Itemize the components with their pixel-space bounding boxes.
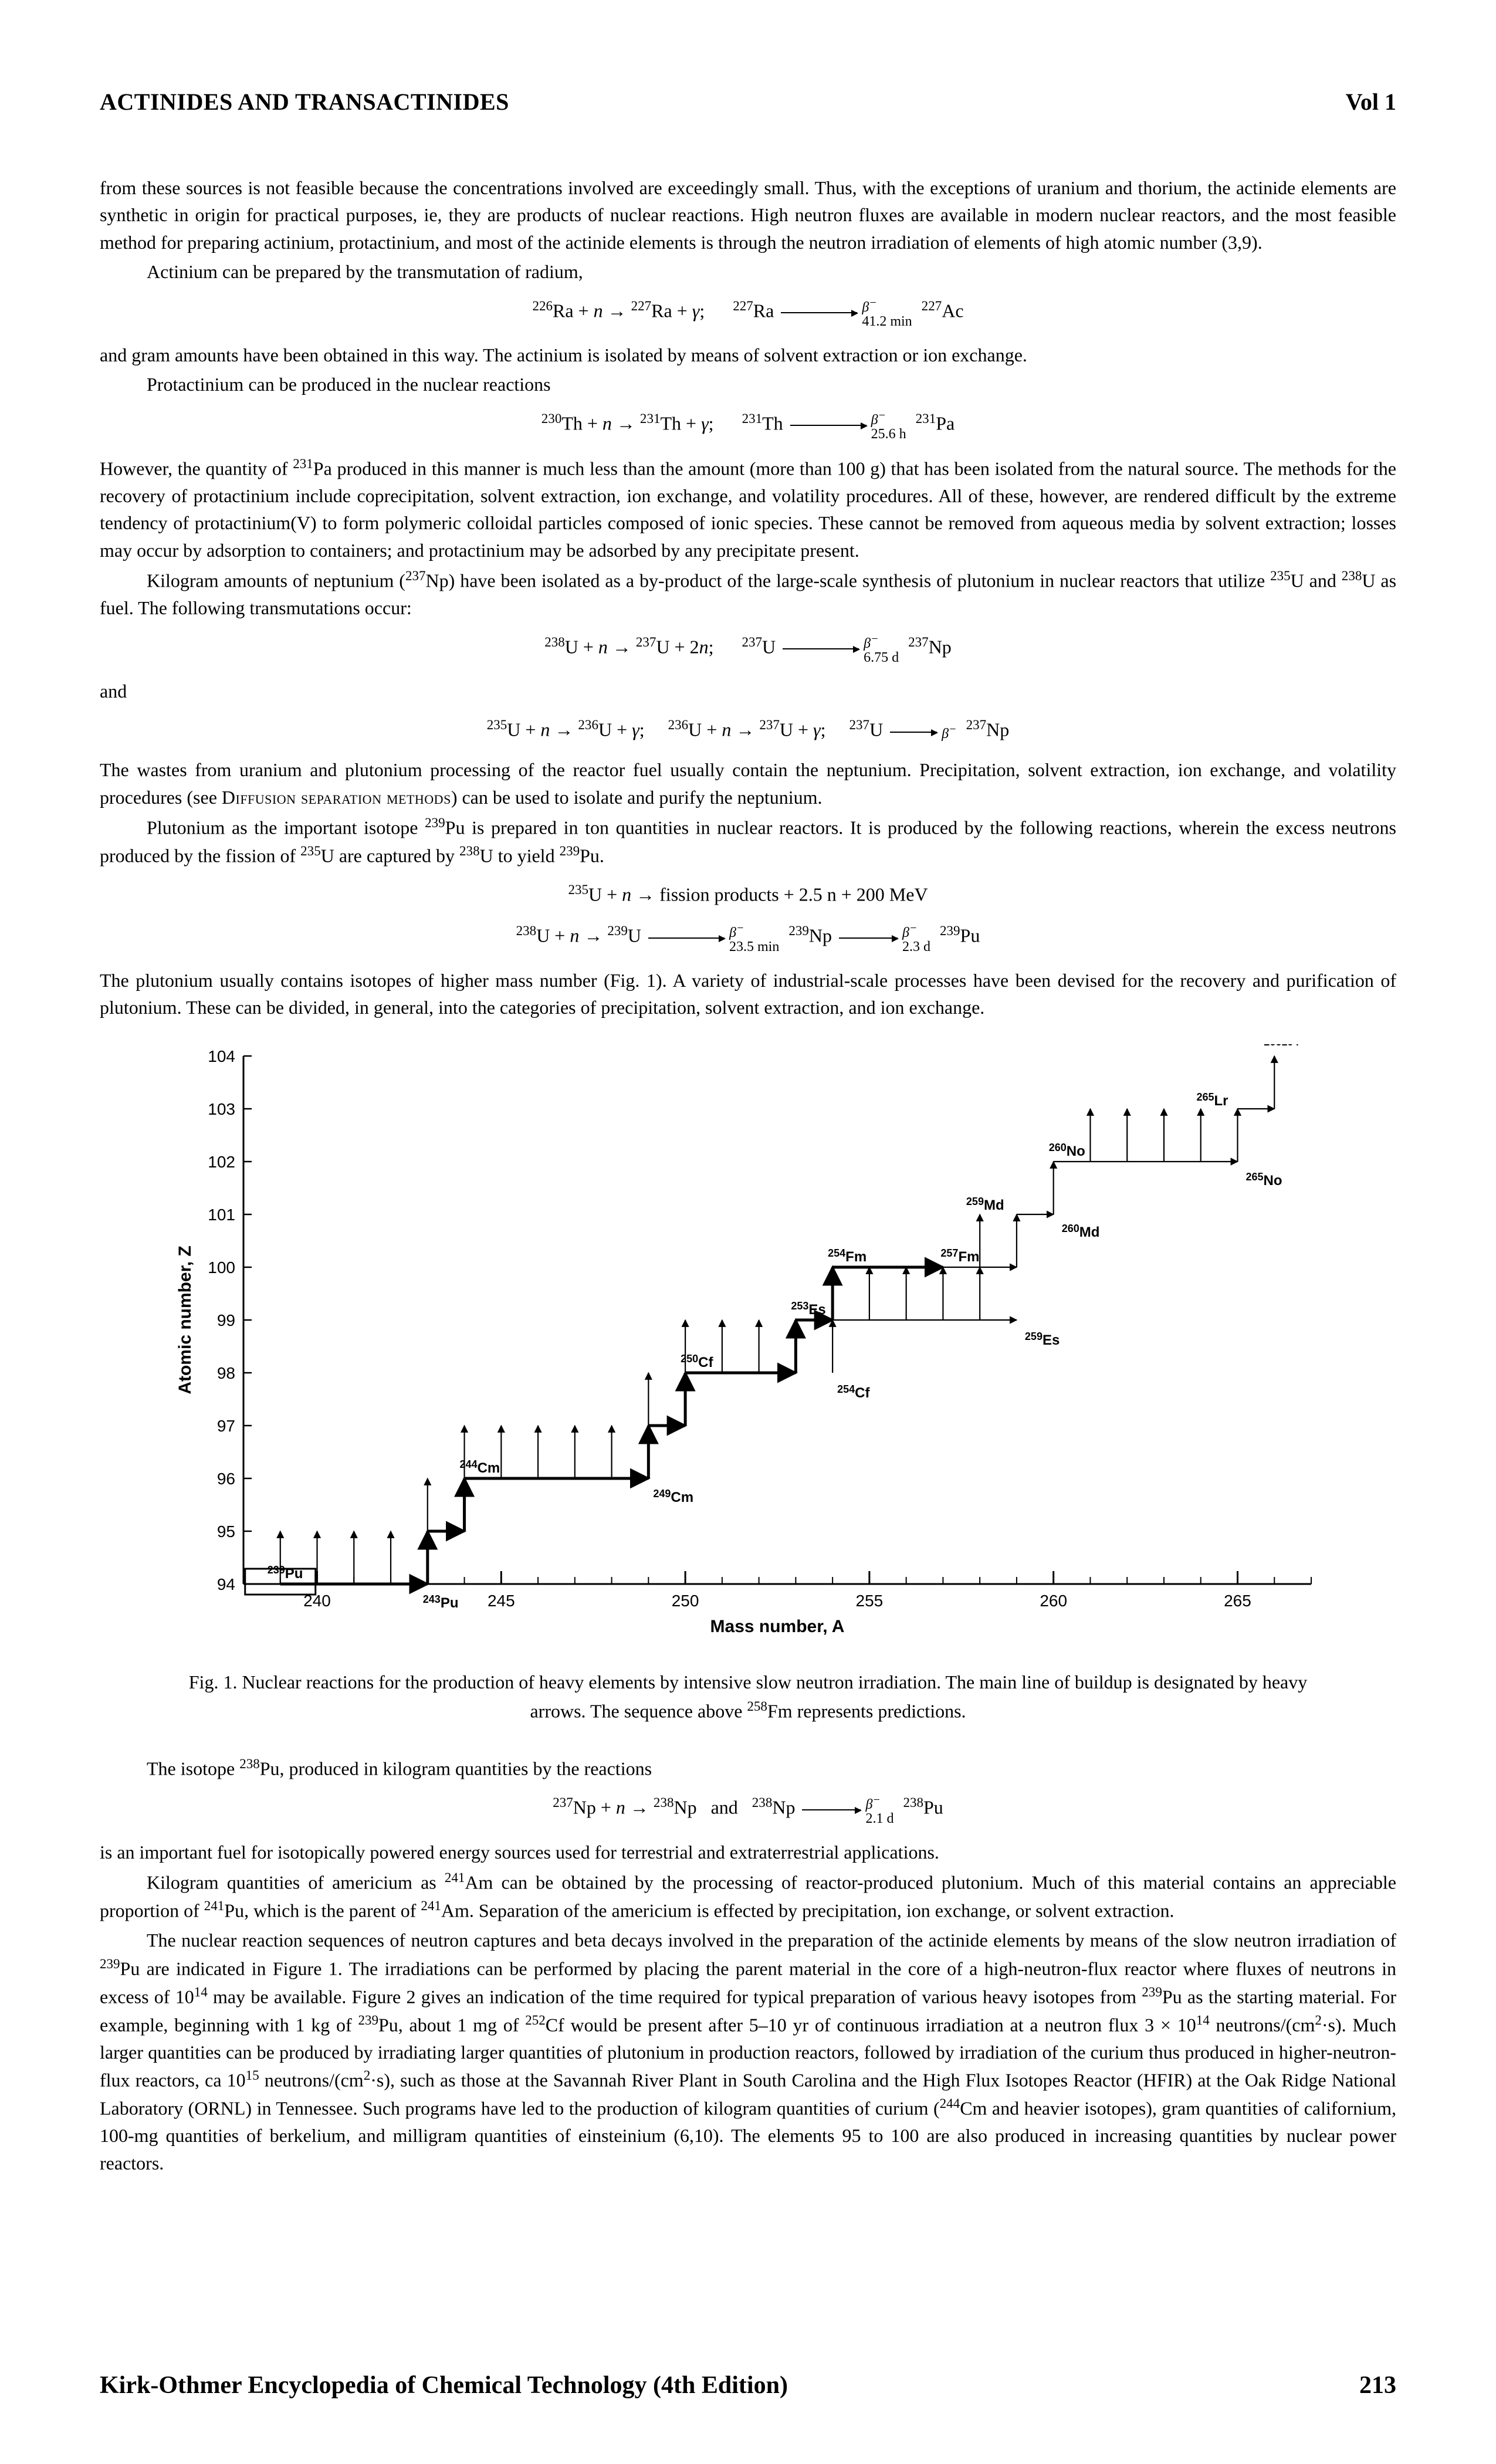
- svg-text:94: 94: [217, 1575, 235, 1593]
- page-footer: Kirk-Othmer Encyclopedia of Chemical Tec…: [100, 2371, 1396, 2399]
- svg-text:266104: 266104: [1264, 1044, 1299, 1048]
- para-5: However, the quantity of 231Pa produced …: [100, 454, 1396, 564]
- footer-page-number: 213: [1359, 2371, 1396, 2399]
- header-title: ACTINIDES AND TRANSACTINIDES: [100, 88, 509, 116]
- svg-text:253Es: 253Es: [791, 1300, 825, 1318]
- svg-text:250: 250: [672, 1592, 699, 1610]
- equation-fission: 235U + n → fission products + 2.5 n + 20…: [100, 880, 1396, 908]
- svg-text:239Pu: 239Pu: [268, 1564, 303, 1582]
- svg-text:257Fm: 257Fm: [940, 1247, 979, 1265]
- svg-text:265No: 265No: [1245, 1171, 1282, 1189]
- svg-text:98: 98: [217, 1364, 235, 1382]
- svg-text:244Cm: 244Cm: [460, 1458, 500, 1476]
- para-13: Kilogram quantities of americium as 241A…: [100, 1868, 1396, 1924]
- para-10: The plutonium usually contains isotopes …: [100, 967, 1396, 1021]
- svg-text:265Lr: 265Lr: [1196, 1091, 1228, 1109]
- svg-text:265: 265: [1224, 1592, 1251, 1610]
- equation-u238: 238U + n → 237U + 2n; 237U β−6.75 d 237N…: [100, 632, 1396, 665]
- para-11: The isotope 238Pu, produced in kilogram …: [100, 1754, 1396, 1782]
- para-3: and gram amounts have been obtained in t…: [100, 341, 1396, 368]
- para-12: is an important fuel for isotopically po…: [100, 1839, 1396, 1866]
- page-header: ACTINIDES AND TRANSACTINIDES Vol 1: [100, 88, 1396, 116]
- svg-text:243Pu: 243Pu: [423, 1593, 459, 1611]
- svg-text:255: 255: [856, 1592, 884, 1610]
- svg-text:254Fm: 254Fm: [828, 1247, 867, 1265]
- svg-text:Mass number, A: Mass number, A: [710, 1617, 845, 1636]
- svg-text:99: 99: [217, 1311, 235, 1329]
- svg-text:103: 103: [208, 1100, 235, 1118]
- svg-text:100: 100: [208, 1258, 235, 1277]
- equation-th: 230Th + n → 231Th + γ; 231Th β−25.6 h 23…: [100, 409, 1396, 441]
- para-1: from these sources is not feasible becau…: [100, 174, 1396, 256]
- figure-1-caption: Fig. 1. Nuclear reactions for the produc…: [170, 1668, 1326, 1725]
- svg-text:Atomic number, Z: Atomic number, Z: [175, 1246, 195, 1395]
- para-2: Actinium can be prepared by the transmut…: [100, 258, 1396, 285]
- equation-u235: 235U + n → 236U + γ; 236U + n → 237U + γ…: [100, 715, 1396, 743]
- equation-pu239: 238U + n → 239U β−23.5 min 239Np β−2.3 d…: [100, 921, 1396, 953]
- svg-text:245: 245: [488, 1592, 515, 1610]
- para-9: Plutonium as the important isotope 239Pu…: [100, 813, 1396, 869]
- para-14: The nuclear reaction sequences of neutro…: [100, 1927, 1396, 2177]
- equation-ra: 226Ra + n → 227Ra + γ; 227Ra β−41.2 min …: [100, 296, 1396, 329]
- svg-text:104: 104: [208, 1047, 235, 1065]
- footer-title: Kirk-Othmer Encyclopedia of Chemical Tec…: [100, 2371, 788, 2399]
- svg-text:95: 95: [217, 1522, 235, 1541]
- para-6: Kilogram amounts of neptunium (237Np) ha…: [100, 566, 1396, 621]
- svg-text:101: 101: [208, 1206, 235, 1224]
- figure-1-svg: 9495969798991001011021031042402452502552…: [167, 1044, 1329, 1643]
- svg-text:259Es: 259Es: [1025, 1331, 1060, 1348]
- svg-text:97: 97: [217, 1417, 235, 1435]
- svg-text:259Md: 259Md: [966, 1196, 1004, 1213]
- para-7: and: [100, 678, 1396, 705]
- svg-text:96: 96: [217, 1470, 235, 1488]
- svg-text:102: 102: [208, 1153, 235, 1171]
- svg-text:254Cf: 254Cf: [837, 1383, 870, 1401]
- svg-text:260No: 260No: [1049, 1142, 1085, 1159]
- equation-np237: 237Np + n → 238Np and 238Np β−2.1 d 238P…: [100, 1793, 1396, 1825]
- svg-text:249Cm: 249Cm: [653, 1488, 693, 1505]
- para-4: Protactinium can be produced in the nucl…: [100, 371, 1396, 398]
- header-volume: Vol 1: [1346, 88, 1396, 116]
- svg-text:260: 260: [1040, 1592, 1067, 1610]
- para-8: The wastes from uranium and plutonium pr…: [100, 756, 1396, 811]
- figure-1: 9495969798991001011021031042402452502552…: [167, 1044, 1329, 1650]
- main-body: from these sources is not feasible becau…: [100, 174, 1396, 2177]
- svg-text:260Md: 260Md: [1062, 1223, 1100, 1240]
